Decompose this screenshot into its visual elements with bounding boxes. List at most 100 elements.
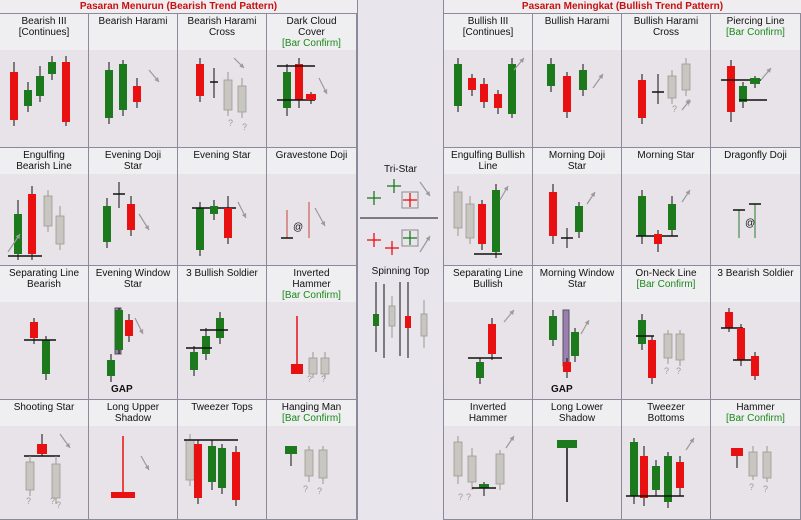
annotation-text: @ bbox=[293, 222, 303, 233]
pattern-name: Engulfing bbox=[23, 150, 65, 161]
bullish-pattern-cell: On-Neck Line [Bar Confirm]?? bbox=[622, 266, 711, 400]
spinning-top-diagram bbox=[373, 282, 428, 358]
annotation-text: GAP bbox=[551, 384, 573, 395]
pattern-name: Shooting Star bbox=[13, 402, 75, 413]
candle bbox=[318, 449, 328, 479]
candlestick-diagram: @ bbox=[281, 202, 326, 239]
question-mark: ? bbox=[763, 484, 768, 494]
bearish-pattern-cell: 3 Bullish Soldier bbox=[178, 266, 267, 400]
candle bbox=[495, 453, 505, 485]
candlestick-diagram bbox=[184, 434, 240, 506]
candle bbox=[283, 72, 291, 108]
candle bbox=[14, 214, 22, 254]
candle bbox=[295, 64, 303, 100]
bullish-pattern-cell: Dragonfly Doji @ bbox=[711, 148, 801, 266]
candle bbox=[638, 196, 646, 236]
pattern-label: Long Lower Shadow bbox=[533, 400, 621, 426]
pattern-name: 3 Bearish Soldier bbox=[717, 268, 794, 279]
pattern-subname: Cover bbox=[298, 27, 325, 38]
pattern-label: Morning Window Star bbox=[533, 266, 621, 302]
pattern-subname: [Continues] bbox=[18, 27, 70, 38]
question-mark: ? bbox=[672, 104, 677, 114]
pattern-label: Bullish Harami Cross bbox=[622, 14, 710, 50]
pattern-name: Evening Star bbox=[193, 150, 251, 161]
candle bbox=[571, 332, 579, 356]
candle bbox=[727, 66, 735, 112]
candle bbox=[216, 318, 224, 338]
candlestick-diagram bbox=[103, 182, 150, 248]
pattern-label: Separating Line Bearish bbox=[0, 266, 88, 302]
candle bbox=[563, 362, 571, 372]
candle bbox=[43, 195, 53, 227]
candle bbox=[737, 328, 745, 360]
candle bbox=[454, 64, 462, 106]
bearish-pattern-cell: Tweezer Tops bbox=[178, 400, 267, 520]
pattern-name: Piercing Line bbox=[726, 16, 785, 27]
pattern-label: Shooting Star bbox=[0, 400, 88, 426]
pattern-name: Inverted bbox=[469, 402, 507, 413]
candlestick-diagram: ?? bbox=[453, 435, 515, 502]
candle bbox=[547, 64, 555, 86]
bearish-pattern-cell: Gravestone Doji @ bbox=[267, 148, 357, 266]
pattern-subname: Shadow bbox=[114, 413, 152, 424]
candlestick-diagram bbox=[549, 184, 596, 248]
tri-star-diagram bbox=[360, 179, 438, 255]
candle bbox=[62, 62, 70, 122]
candlestick-diagram: ?? bbox=[196, 57, 247, 132]
candlestick-diagram bbox=[105, 60, 160, 124]
pattern-subname: Bearish bbox=[27, 279, 61, 290]
pattern-name: Gravestone Doji bbox=[275, 150, 348, 161]
candle bbox=[185, 439, 195, 481]
candle bbox=[549, 316, 557, 340]
candlestick-diagram bbox=[111, 436, 150, 498]
candle bbox=[28, 194, 36, 254]
candle bbox=[190, 352, 198, 370]
candle bbox=[194, 444, 202, 498]
question-mark: ? bbox=[466, 492, 471, 502]
question-mark: ? bbox=[749, 482, 754, 492]
candle bbox=[630, 442, 638, 496]
candlestick-diagram: ?? bbox=[291, 316, 330, 384]
bullish-pattern-cell: Bullish Harami bbox=[533, 14, 622, 148]
pattern-label: Bearish Harami bbox=[89, 14, 177, 50]
pattern-subname: Star bbox=[567, 161, 587, 172]
bar-confirm-label: [Bar Confirm] bbox=[282, 413, 341, 424]
bearish-pattern-cell: Evening Window Star GAP bbox=[89, 266, 178, 400]
bearish-pattern-cell: Inverted Hammer [Bar Confirm]?? bbox=[267, 266, 357, 400]
bullish-panel: Pasaran Meningkat (Bullish Trend Pattern… bbox=[444, 0, 801, 520]
pattern-label: Inverted Hammer bbox=[444, 400, 532, 426]
pattern-label: Evening Star bbox=[178, 148, 266, 174]
candle bbox=[652, 466, 660, 490]
candle bbox=[751, 356, 759, 376]
candle bbox=[664, 456, 672, 502]
pattern-label: Tweezer Bottoms bbox=[622, 400, 710, 426]
candle bbox=[25, 461, 35, 491]
candle bbox=[467, 455, 477, 483]
pattern-name: 3 Bullish Soldier bbox=[186, 268, 258, 279]
pattern-name: Separating Line bbox=[452, 268, 524, 279]
candlestick-diagram: ??? bbox=[24, 433, 71, 510]
question-mark: ? bbox=[676, 366, 681, 376]
candlestick-diagram bbox=[468, 309, 515, 384]
candlestick-diagram bbox=[636, 189, 691, 252]
pattern-label: Bullish III [Continues] bbox=[444, 14, 532, 50]
pattern-name: Separating Line bbox=[8, 268, 80, 279]
pattern-label: Hanging Man [Bar Confirm] bbox=[267, 400, 356, 426]
candle bbox=[675, 333, 685, 361]
candle bbox=[725, 312, 733, 328]
pattern-subname: [Continues] bbox=[462, 27, 514, 38]
question-mark: ? bbox=[307, 374, 312, 384]
pattern-name: Tweezer bbox=[647, 402, 685, 413]
pattern-subname: Star bbox=[567, 279, 587, 290]
pattern-label: On-Neck Line [Bar Confirm] bbox=[622, 266, 710, 302]
candle bbox=[24, 90, 32, 106]
candle bbox=[320, 357, 330, 375]
pattern-subname: Cross bbox=[208, 27, 236, 38]
pattern-label: Engulfing Bullish Line bbox=[444, 148, 532, 174]
pattern-subname: Hammer bbox=[292, 279, 331, 290]
question-mark: ? bbox=[26, 496, 31, 506]
candle bbox=[492, 190, 500, 252]
candle bbox=[196, 208, 204, 250]
candle bbox=[105, 70, 113, 118]
question-mark: ? bbox=[242, 122, 247, 132]
